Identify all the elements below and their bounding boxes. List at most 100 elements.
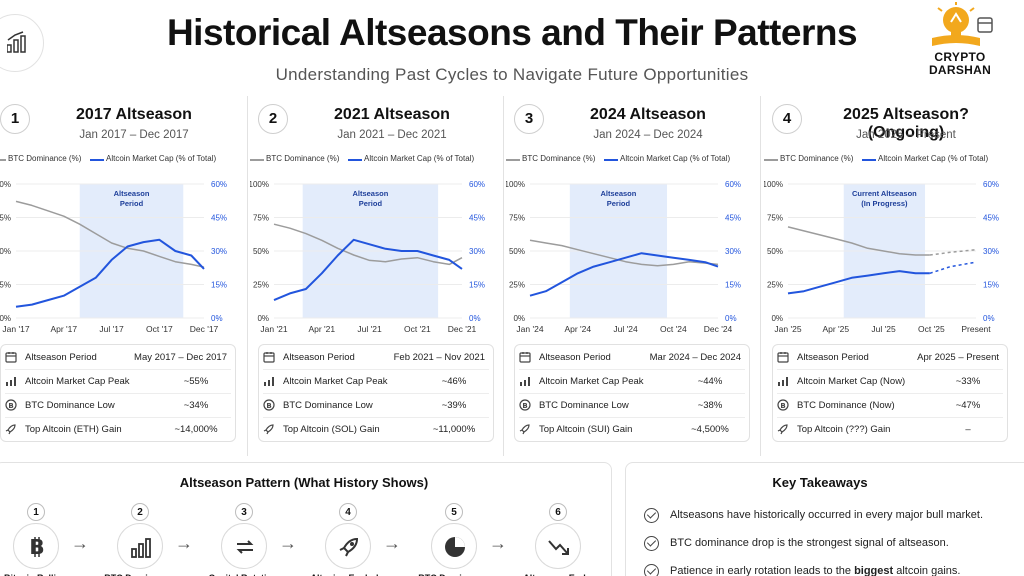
stat-divider [263, 417, 489, 418]
calendar-icon [263, 351, 275, 363]
x-axis-tick-label: Oct '25 [918, 324, 945, 334]
altseason-pattern-card: Altseason Pattern (What History Shows) 1… [0, 462, 612, 576]
panel-date-range: Jan 2017 – Dec 2017 [79, 129, 189, 141]
right-axis-tick-label: 0% [983, 314, 995, 323]
step-number: 1 [27, 503, 45, 521]
bitcoin-icon: B [263, 399, 275, 411]
rocket-icon [325, 523, 371, 569]
right-axis-tick-label: 15% [211, 281, 227, 290]
stat-label: Altcoin Market Cap Peak [25, 376, 130, 387]
btc-dominance-line [15, 200, 205, 268]
svg-text:B: B [29, 535, 44, 559]
altseason-panel-4: 4 2025 Altseason? (Ongoing) Jan 2025 – P… [764, 96, 1016, 458]
takeaway-item: BTC dominance drop is the strongest sign… [644, 536, 1024, 557]
left-axis-tick-label: 0% [513, 314, 525, 323]
altseason-panel-2: 2 2021 Altseason Jan 2021 – Dec 2021 BTC… [250, 96, 502, 458]
logo-text-darshan: DARSHAN [928, 63, 992, 77]
stats-table: Altseason Period Feb 2021 – Nov 2021 Alt… [258, 344, 494, 442]
x-axis-tick-label: Oct '21 [404, 324, 431, 334]
logo-text-crypto: CRYPTO [934, 50, 986, 64]
stat-row: Altseason Period May 2017 – Dec 2017 [1, 346, 237, 369]
stat-divider [5, 369, 231, 370]
shaded-period-label: Altseason [114, 189, 150, 198]
pattern-step: 4 Altcoins Explode [307, 503, 387, 576]
key-takeaways-card: Key Takeaways Altseasons have historical… [625, 462, 1024, 576]
right-axis-tick-label: 30% [983, 247, 999, 256]
step-number: 4 [339, 503, 357, 521]
legend-label-alt: Altcoin Market Cap (% of Total) [364, 154, 475, 163]
stats-table: Altseason Period Mar 2024 – Dec 2024 Alt… [514, 344, 750, 442]
legend-swatch-alt [604, 159, 618, 161]
pattern-step: 3 Capital Rotation [203, 503, 283, 576]
arrow-right-icon: → [175, 533, 193, 553]
chart-legend: BTC Dominance (%) Altcoin Market Cap (% … [250, 154, 502, 166]
step-number: 6 [549, 503, 567, 521]
left-axis-tick-label: 75% [253, 214, 269, 223]
right-axis-tick-label: 60% [211, 180, 227, 189]
shaded-period-label: Current Altseason [852, 189, 917, 198]
dominance-chart: Current Altseason(In Progress) 100% 75% 50%… [764, 180, 999, 334]
stat-divider [5, 417, 231, 418]
stat-label: Top Altcoin (SOL) Gain [283, 424, 380, 435]
bitcoin-icon: B [13, 523, 59, 569]
step-label: Altcoins Explode [297, 573, 397, 576]
right-axis-tick-label: 0% [725, 314, 737, 323]
left-axis-tick-label: 75% [767, 214, 783, 223]
step-label: BTC Dominance [403, 573, 503, 576]
altcoin-market-cap-line [15, 238, 205, 308]
pattern-title: Altseason Pattern (What History Shows) [179, 475, 429, 490]
btc-dominance-projection [929, 248, 977, 256]
step-number: 5 [445, 503, 463, 521]
right-axis-tick-label: 0% [469, 314, 481, 323]
stats-table: Altseason Period Apr 2025 – Present Altc… [772, 344, 1008, 442]
bar-chart-icon [263, 375, 275, 387]
right-axis-tick-label: 60% [983, 180, 999, 189]
panel-date-range: Jan 2024 – Dec 2024 [593, 129, 703, 141]
bar-chart-icon [519, 375, 531, 387]
stat-label: Top Altcoin (ETH) Gain [25, 424, 122, 435]
stat-divider [263, 393, 489, 394]
stat-value: ~44% [697, 376, 723, 387]
rotation-icon [221, 523, 267, 569]
legend-label-btc: BTC Dominance (%) [780, 154, 854, 163]
legend-swatch-btc [0, 159, 6, 161]
stat-divider [519, 393, 745, 394]
x-axis-tick-label: Jul '17 [99, 324, 124, 334]
left-axis-tick-label: 50% [509, 247, 525, 256]
stat-row: Altcoin Market Cap Peak ~46% [259, 370, 495, 393]
stat-label: Altseason Period [283, 352, 355, 363]
x-axis-tick-label: Dec '21 [448, 324, 477, 334]
pattern-step: 2 BTC Dominance [99, 503, 179, 576]
step-label: BTC Dominance [89, 573, 189, 576]
bar-chart-icon [117, 523, 163, 569]
left-axis-tick-label: 100% [764, 180, 783, 189]
x-axis-tick-label: Dec '24 [704, 324, 733, 334]
altseason-panel-3: 3 2024 Altseason Jan 2024 – Dec 2024 BTC… [506, 96, 758, 458]
svg-text:B: B [8, 402, 13, 410]
panel-date-range: Jan 2021 – Dec 2021 [337, 129, 447, 141]
legend-label-btc: BTC Dominance (%) [522, 154, 596, 163]
bar-chart-icon [777, 375, 789, 387]
x-axis-tick-label: Apr '21 [308, 324, 335, 334]
panel-number: 2 [258, 104, 288, 134]
x-axis-tick-label: Oct '17 [146, 324, 173, 334]
chart-legend: BTC Dominance (%) Altcoin Market Cap (% … [506, 154, 758, 166]
calendar-icon [777, 351, 789, 363]
stat-label: Top Altcoin (SUI) Gain [539, 424, 633, 435]
left-axis-tick-label: 100% [506, 180, 525, 189]
panel-title: 2025 Altseason? (Ongoing) [843, 106, 969, 141]
bitcoin-icon: B [777, 399, 789, 411]
check-circle-icon [644, 564, 659, 576]
left-axis-tick-label: 75% [509, 214, 525, 223]
rocket-icon [519, 423, 531, 435]
stat-row: Altseason Period Mar 2024 – Dec 2024 [515, 346, 751, 369]
shaded-period-label: Altseason [600, 189, 636, 198]
left-axis-tick-label: 50% [767, 247, 783, 256]
stat-value: ~33% [955, 376, 981, 387]
right-axis-tick-label: 0% [211, 314, 223, 323]
arrow-right-icon: → [383, 533, 401, 553]
stat-label: Altcoin Market Cap Peak [283, 376, 388, 387]
stat-row: Top Altcoin (SOL) Gain ~11,000% [259, 418, 495, 441]
legend-swatch-btc [250, 159, 264, 161]
